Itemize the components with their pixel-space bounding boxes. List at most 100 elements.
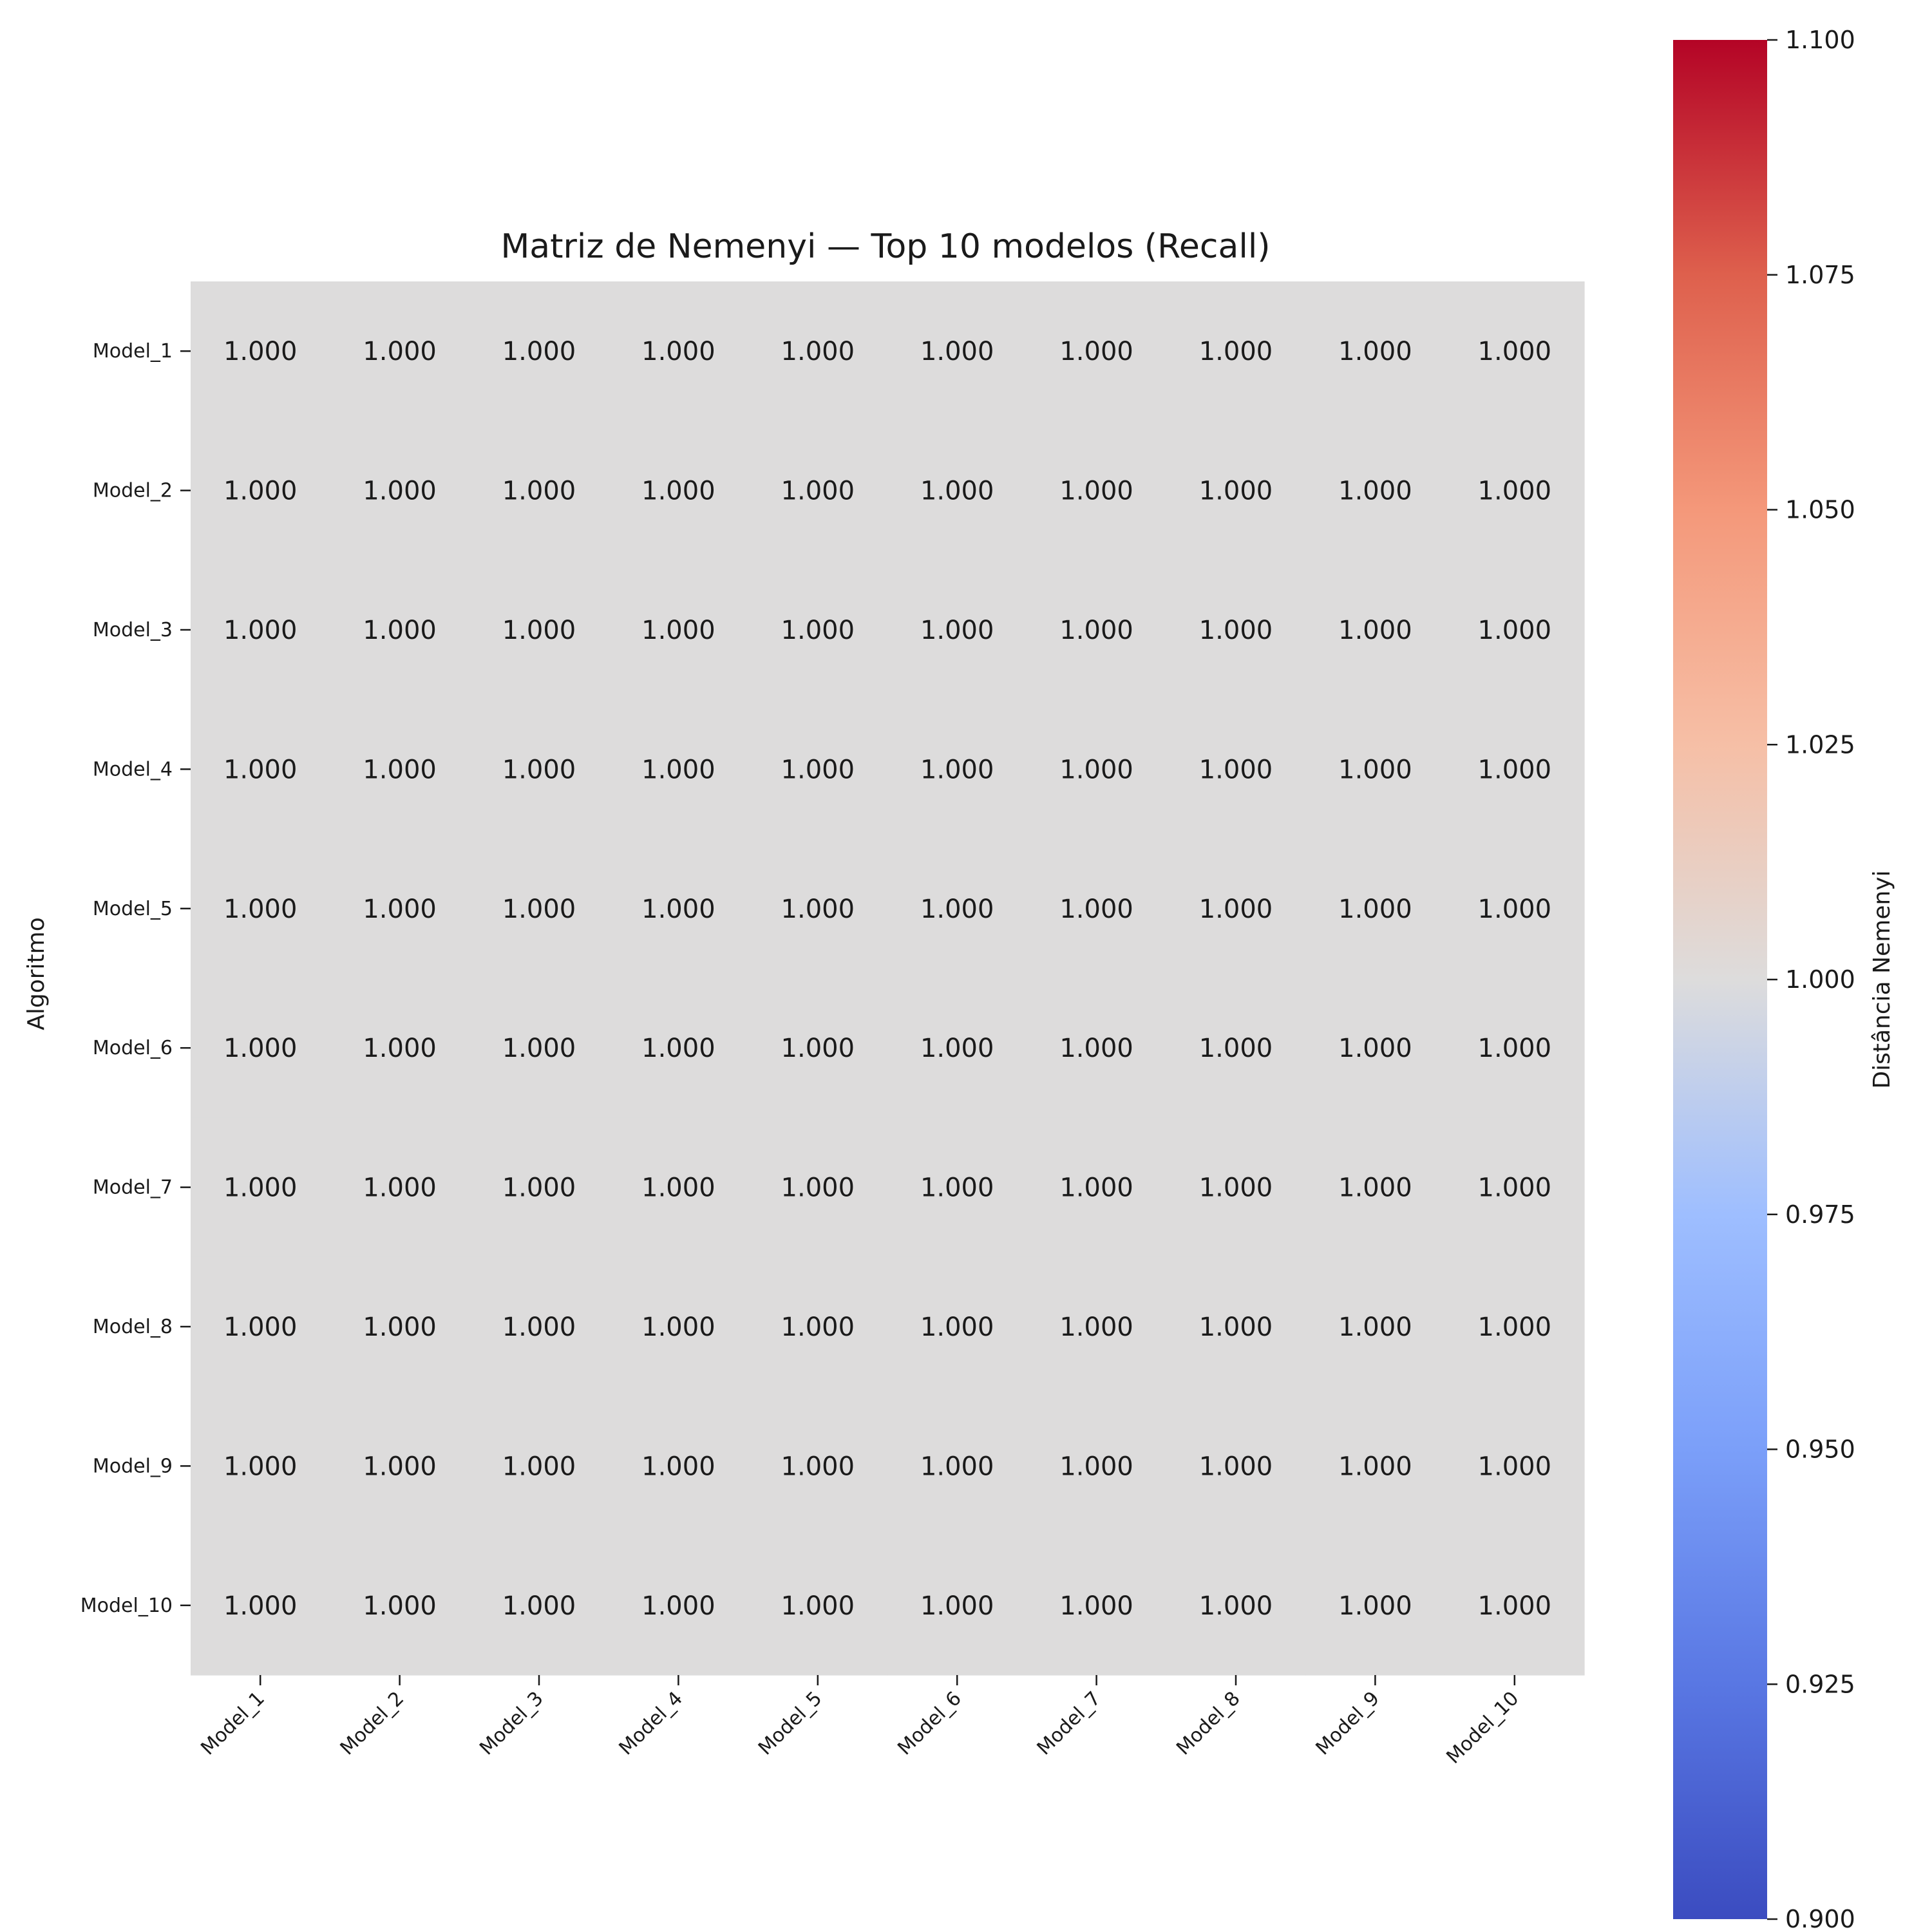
colorbar-tick-label: 0.925	[1785, 1670, 1855, 1698]
heatmap-cell	[887, 838, 1027, 979]
cell-value-label: 1.000	[502, 1591, 576, 1621]
heatmap-cell	[1305, 1396, 1446, 1537]
heatmap-cell	[191, 281, 330, 421]
cell-value-label: 1.000	[920, 1034, 994, 1063]
heatmap-cell	[330, 1535, 470, 1676]
heatmap-cell	[469, 978, 609, 1118]
cell-value-label: 1.000	[223, 1173, 298, 1203]
colorbar-ticks: 0.900 0.925 0.950 0.975 1.000 1.025 1.050 1.075…	[1767, 26, 1855, 1932]
heatmap-cell	[609, 1256, 749, 1397]
x-tick-label: Model_3	[475, 1687, 548, 1760]
heatmap-cell	[330, 838, 470, 979]
heatmap-cell	[469, 281, 609, 421]
cell-value-label: 1.000	[363, 1591, 437, 1621]
y-tick-label: Model_5	[93, 898, 173, 920]
cell-value-label: 1.000	[641, 1591, 715, 1621]
heatmap-cell	[1027, 978, 1167, 1118]
cell-value-label: 1.000	[1199, 477, 1273, 506]
heatmap-cell	[609, 560, 749, 700]
heatmap-cell	[330, 699, 470, 840]
heatmap-cell	[191, 699, 330, 840]
colorbar-tick-label: 1.075	[1785, 261, 1855, 289]
heatmap-cell	[1166, 1396, 1306, 1537]
y-axis-label: Algoritmo	[23, 917, 50, 1030]
heatmap-cell	[330, 1117, 470, 1258]
cell-value-label: 1.000	[641, 477, 715, 506]
cell-value-label: 1.000	[920, 895, 994, 924]
cell-value-label: 1.000	[1059, 337, 1133, 366]
heatmap-cell	[887, 281, 1027, 421]
heatmap-cell	[330, 1396, 470, 1537]
y-tick-label: Model_8	[93, 1316, 173, 1338]
cell-value-label: 1.000	[641, 616, 715, 645]
cell-value-label: 1.000	[1338, 1591, 1412, 1621]
cell-value-label: 1.000	[920, 755, 994, 784]
heatmap-cell	[191, 1535, 330, 1676]
cell-value-label: 1.000	[920, 1591, 994, 1621]
heatmap-cell	[887, 421, 1027, 561]
heatmap-cell	[191, 560, 330, 700]
x-tick-label: Model_10	[1442, 1687, 1523, 1768]
cell-value-label: 1.000	[1059, 1312, 1133, 1342]
heatmap-cell	[748, 978, 888, 1118]
heatmap-cell	[1305, 560, 1446, 700]
heatmap-cell	[1444, 560, 1585, 700]
cell-value-label: 1.000	[1478, 1312, 1552, 1342]
heatmap-cell	[1444, 281, 1585, 421]
cell-value-label: 1.000	[1478, 1452, 1552, 1481]
heatmap-cell	[469, 1117, 609, 1258]
cell-value-label: 1.000	[223, 477, 298, 506]
heatmap-cell	[469, 838, 609, 979]
cell-value-label: 1.000	[920, 1312, 994, 1342]
heatmap-cell	[748, 421, 888, 561]
x-tick-label: Model_4	[615, 1687, 688, 1760]
heatmap-cell	[330, 1256, 470, 1397]
cell-value-label: 1.000	[781, 1173, 855, 1203]
heatmap-cell	[748, 699, 888, 840]
cell-value-label: 1.000	[1478, 1591, 1552, 1621]
cell-value-label: 1.000	[223, 895, 298, 924]
cell-value-label: 1.000	[363, 1173, 437, 1203]
heatmap-cell	[330, 560, 470, 700]
cell-value-label: 1.000	[1059, 1173, 1133, 1203]
cell-value-label: 1.000	[1338, 755, 1412, 784]
heatmap-cell	[748, 1117, 888, 1258]
heatmap-cell	[1305, 1535, 1446, 1676]
cell-value-label: 1.000	[1059, 1591, 1133, 1621]
cell-value-label: 1.000	[781, 755, 855, 784]
cell-value-label: 1.000	[1059, 477, 1133, 506]
cell-value-label: 1.000	[363, 1452, 437, 1481]
cell-value-label: 1.000	[223, 1034, 298, 1063]
heatmap-cell	[1166, 1535, 1306, 1676]
heatmap-cell	[1305, 281, 1446, 421]
heatmap-cell	[1027, 560, 1167, 700]
cell-value-label: 1.000	[1478, 755, 1552, 784]
heatmap-cell	[748, 1396, 888, 1537]
heatmap-cell	[609, 838, 749, 979]
heatmap-cell	[1166, 699, 1306, 840]
heatmap-cell	[1305, 838, 1446, 979]
heatmap-cell	[1027, 838, 1167, 979]
heatmap-cell	[1027, 1396, 1167, 1537]
heatmap-cell	[469, 1256, 609, 1397]
x-tick-label: Model_1	[196, 1687, 269, 1760]
cell-value-label: 1.000	[1478, 337, 1552, 366]
cell-value-label: 1.000	[1338, 1034, 1412, 1063]
cell-value-label: 1.000	[1338, 1173, 1412, 1203]
heatmap-cell	[1444, 1117, 1585, 1258]
cell-value-label: 1.000	[1199, 1173, 1273, 1203]
heatmap-cell	[748, 1535, 888, 1676]
cell-value-label: 1.000	[1338, 1312, 1412, 1342]
heatmap-cell	[748, 560, 888, 700]
heatmap-cell	[887, 1396, 1027, 1537]
cell-value-label: 1.000	[1338, 337, 1412, 366]
x-tick-label: Model_9	[1312, 1687, 1385, 1760]
cell-value-label: 1.000	[1478, 477, 1552, 506]
cell-value-label: 1.000	[641, 1452, 715, 1481]
cell-value-label: 1.000	[641, 755, 715, 784]
cell-value-label: 1.000	[1338, 1452, 1412, 1481]
cell-value-label: 1.000	[363, 1312, 437, 1342]
cell-value-label: 1.000	[641, 337, 715, 366]
cell-value-label: 1.000	[363, 337, 437, 366]
